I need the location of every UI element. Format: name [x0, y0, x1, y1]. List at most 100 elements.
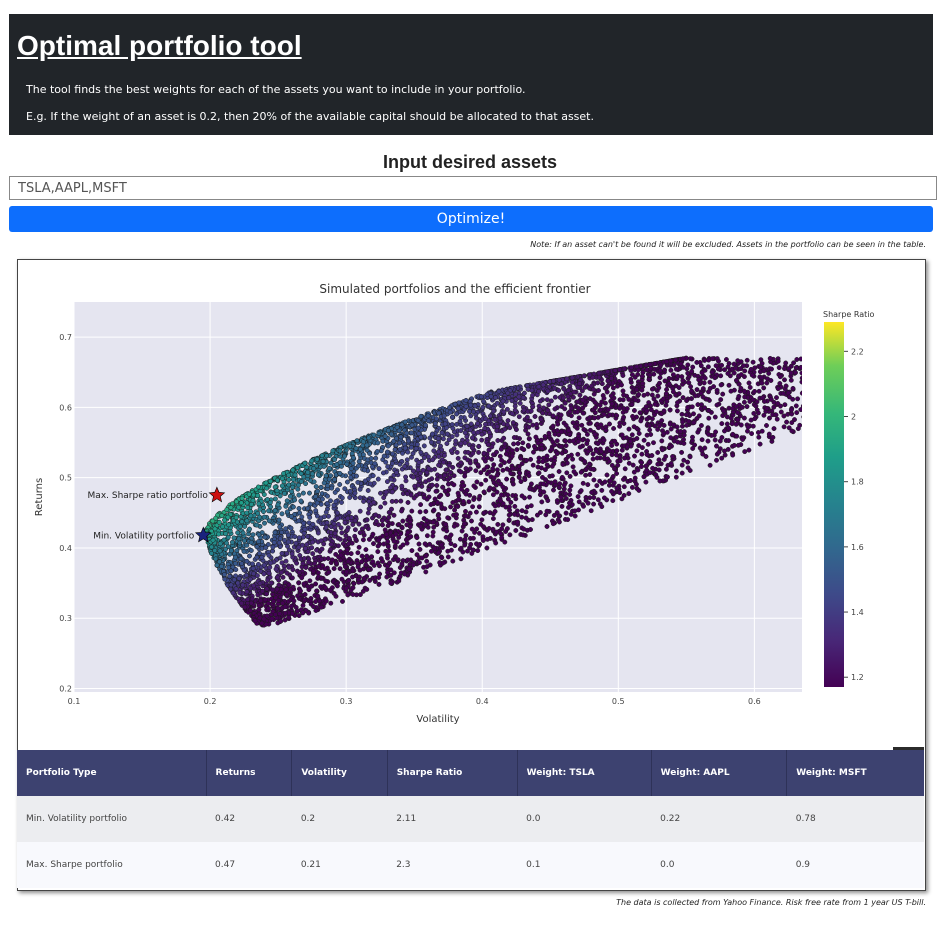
portfolio-point: [898, 356, 902, 360]
portfolio-point: [424, 558, 430, 564]
portfolio-point: [500, 484, 506, 490]
portfolio-point: [920, 366, 924, 370]
portfolio-point: [791, 360, 797, 366]
portfolio-point: [696, 427, 702, 433]
portfolio-point: [400, 450, 405, 456]
portfolio-point: [610, 385, 616, 391]
portfolio-point: [350, 574, 355, 580]
portfolio-point: [614, 413, 620, 419]
portfolio-point: [720, 391, 726, 397]
portfolio-point: [480, 534, 486, 540]
portfolio-point: [458, 428, 464, 434]
portfolio-point: [706, 415, 712, 421]
portfolio-point: [492, 509, 498, 514]
portfolio-point: [228, 582, 234, 588]
portfolio-point: [570, 456, 576, 462]
portfolio-point: [286, 547, 292, 553]
portfolio-point: [439, 430, 445, 436]
portfolio-point: [673, 434, 679, 440]
portfolio-point: [361, 498, 367, 504]
portfolio-point: [270, 548, 276, 554]
portfolio-point: [264, 586, 270, 592]
portfolio-point: [862, 384, 866, 388]
portfolio-point: [550, 423, 556, 429]
portfolio-point: [274, 488, 280, 494]
portfolio-point: [925, 374, 929, 378]
portfolio-point: [607, 478, 613, 484]
portfolio-point: [815, 358, 819, 362]
portfolio-point: [465, 449, 471, 455]
portfolio-point: [321, 541, 327, 547]
optimize-button[interactable]: Optimize!: [9, 206, 933, 232]
portfolio-point: [916, 364, 920, 368]
portfolio-point: [347, 470, 353, 476]
portfolio-point: [360, 537, 366, 543]
portfolio-point: [328, 541, 334, 547]
portfolio-point: [445, 492, 451, 498]
portfolio-point: [331, 521, 337, 527]
portfolio-point: [408, 444, 414, 450]
portfolio-point: [266, 552, 272, 558]
portfolio-point: [847, 399, 851, 403]
portfolio-point: [736, 393, 742, 399]
portfolio-point: [634, 448, 640, 454]
portfolio-point: [426, 487, 432, 493]
portfolio-point: [292, 472, 298, 478]
portfolio-point: [385, 523, 391, 529]
assets-input[interactable]: [9, 176, 937, 200]
portfolio-point: [296, 580, 302, 586]
portfolio-point: [382, 527, 388, 533]
portfolio-point: [726, 382, 732, 388]
portfolio-point: [452, 401, 458, 407]
portfolio-point: [210, 537, 216, 543]
portfolio-point: [924, 366, 928, 370]
portfolio-point: [475, 462, 481, 468]
portfolio-point: [323, 524, 329, 530]
portfolio-point: [389, 431, 394, 437]
portfolio-point: [290, 467, 296, 473]
portfolio-point: [619, 496, 625, 502]
portfolio-point: [250, 498, 256, 503]
portfolio-point: [601, 411, 607, 417]
portfolio-point: [259, 620, 265, 626]
portfolio-point: [276, 582, 282, 588]
portfolio-point: [277, 611, 283, 617]
portfolio-point: [366, 536, 372, 542]
portfolio-point: [354, 438, 360, 444]
portfolio-point: [773, 412, 779, 418]
efficient-frontier-chart[interactable]: 0.1 0.2 0.3 0.4 0.5 0.60.20.30.40.50.60.7 Sim…: [0, 0, 940, 750]
portfolio-point: [333, 499, 339, 505]
portfolio-point: [506, 395, 512, 401]
portfolio-point: [849, 377, 853, 381]
portfolio-point: [458, 414, 464, 420]
portfolio-point: [346, 535, 352, 541]
portfolio-point: [607, 421, 612, 427]
portfolio-point: [761, 368, 767, 374]
portfolio-point: [629, 432, 635, 438]
portfolio-point: [692, 393, 698, 399]
portfolio-point: [259, 554, 265, 560]
portfolio-point: [563, 491, 568, 497]
portfolio-point: [436, 449, 442, 455]
portfolio-point: [359, 559, 365, 565]
portfolio-point: [277, 536, 283, 542]
portfolio-point: [385, 443, 391, 449]
portfolio-point: [664, 398, 670, 404]
portfolio-point: [567, 492, 573, 497]
portfolio-point: [448, 448, 454, 454]
portfolio-point: [337, 471, 343, 476]
portfolio-point: [240, 530, 246, 536]
portfolio-point: [816, 392, 820, 396]
portfolio-point: [247, 526, 252, 532]
portfolio-point: [443, 467, 449, 473]
portfolio-point: [799, 370, 802, 376]
portfolio-point: [857, 402, 861, 406]
portfolio-point: [230, 590, 236, 596]
portfolio-point: [554, 438, 560, 444]
portfolio-point: [868, 381, 872, 385]
portfolio-point: [265, 605, 271, 611]
portfolio-point: [781, 413, 787, 419]
portfolio-point: [298, 498, 304, 504]
portfolio-point: [723, 357, 729, 362]
portfolio-point: [883, 359, 887, 363]
